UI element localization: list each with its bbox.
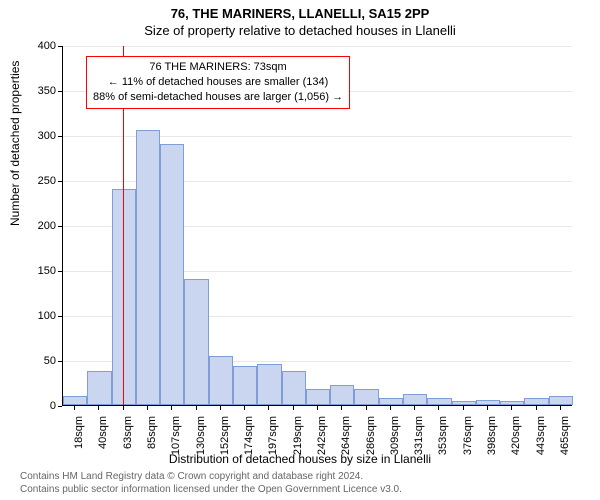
x-tick-label: 174sqm (243, 416, 255, 455)
x-tick-label: 353sqm (437, 416, 449, 455)
x-tick-mark (317, 406, 318, 410)
y-tick-label: 250 (16, 175, 56, 187)
histogram-bar (524, 398, 548, 405)
histogram-bar (330, 385, 354, 405)
x-tick-mark (487, 406, 488, 410)
x-tick-label: 398sqm (486, 416, 498, 455)
y-tick-mark (58, 46, 62, 47)
histogram-bar (403, 394, 427, 405)
y-tick-mark (58, 226, 62, 227)
histogram-bar (233, 366, 257, 405)
y-tick-label: 400 (16, 40, 56, 52)
y-tick-mark (58, 361, 62, 362)
histogram-bar (379, 398, 403, 405)
y-tick-label: 100 (16, 310, 56, 322)
y-tick-label: 50 (16, 355, 56, 367)
histogram-bar (282, 371, 306, 405)
gridline (63, 46, 572, 47)
x-tick-label: 443sqm (535, 416, 547, 455)
x-tick-label: 219sqm (292, 416, 304, 455)
x-tick-mark (220, 406, 221, 410)
x-tick-label: 85sqm (146, 416, 158, 449)
annotation-line: 76 THE MARINERS: 73sqm (93, 60, 343, 75)
y-tick-mark (58, 316, 62, 317)
x-tick-mark (390, 406, 391, 410)
histogram-bar (427, 398, 451, 405)
histogram-bar (500, 401, 524, 405)
x-tick-label: 63sqm (122, 416, 134, 449)
x-tick-mark (366, 406, 367, 410)
x-tick-mark (341, 406, 342, 410)
histogram-bar (452, 401, 476, 405)
x-tick-label: 376sqm (462, 416, 474, 455)
histogram-bar (63, 396, 87, 405)
x-tick-mark (293, 406, 294, 410)
x-tick-mark (74, 406, 75, 410)
histogram-bar (354, 389, 378, 405)
x-tick-label: 18sqm (73, 416, 85, 449)
x-tick-label: 242sqm (316, 416, 328, 455)
x-tick-mark (196, 406, 197, 410)
x-tick-label: 107sqm (170, 416, 182, 455)
x-tick-label: 286sqm (365, 416, 377, 455)
x-tick-mark (147, 406, 148, 410)
x-tick-mark (463, 406, 464, 410)
histogram-bar (209, 356, 233, 406)
histogram-bar (549, 396, 573, 405)
y-tick-label: 0 (16, 400, 56, 412)
x-tick-label: 420sqm (510, 416, 522, 455)
x-tick-label: 309sqm (389, 416, 401, 455)
x-tick-mark (536, 406, 537, 410)
histogram-bar (112, 189, 136, 405)
x-tick-label: 152sqm (219, 416, 231, 455)
histogram-bar (184, 279, 208, 405)
x-tick-mark (123, 406, 124, 410)
footer-attribution: Contains HM Land Registry data © Crown c… (20, 471, 402, 496)
chart-title-line1: 76, THE MARINERS, LLANELLI, SA15 2PP (0, 0, 600, 21)
histogram-bar (476, 400, 500, 405)
chart-title-line2: Size of property relative to detached ho… (0, 21, 600, 38)
y-tick-label: 350 (16, 85, 56, 97)
x-tick-mark (511, 406, 512, 410)
x-tick-label: 197sqm (267, 416, 279, 455)
y-tick-label: 200 (16, 220, 56, 232)
x-tick-mark (414, 406, 415, 410)
x-tick-mark (560, 406, 561, 410)
y-tick-mark (58, 91, 62, 92)
y-tick-mark (58, 271, 62, 272)
x-tick-mark (171, 406, 172, 410)
histogram-bar (160, 144, 184, 405)
x-tick-label: 331sqm (413, 416, 425, 455)
y-tick-mark (58, 406, 62, 407)
footer-line2: Contains public sector information licen… (20, 484, 402, 497)
histogram-bar (306, 389, 330, 405)
x-tick-mark (98, 406, 99, 410)
annotation-line: 88% of semi-detached houses are larger (… (93, 90, 343, 105)
annotation-line: ← 11% of detached houses are smaller (13… (93, 75, 343, 90)
histogram-bar (136, 130, 160, 405)
x-tick-mark (438, 406, 439, 410)
y-tick-mark (58, 181, 62, 182)
y-tick-label: 150 (16, 265, 56, 277)
histogram-bar (257, 364, 281, 405)
x-tick-label: 40sqm (97, 416, 109, 449)
footer-line1: Contains HM Land Registry data © Crown c… (20, 471, 402, 484)
annotation-box: 76 THE MARINERS: 73sqm← 11% of detached … (86, 56, 350, 109)
x-tick-mark (244, 406, 245, 410)
histogram-bar (87, 371, 111, 405)
x-tick-label: 130sqm (195, 416, 207, 455)
x-tick-mark (268, 406, 269, 410)
x-tick-label: 264sqm (340, 416, 352, 455)
x-tick-label: 465sqm (559, 416, 571, 455)
y-tick-mark (58, 136, 62, 137)
y-tick-label: 300 (16, 130, 56, 142)
